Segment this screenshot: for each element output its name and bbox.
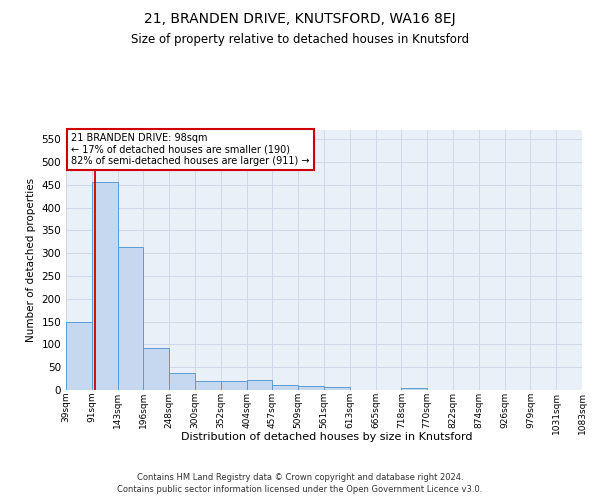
Bar [92, 182, 118, 390]
Bar [401, 388, 427, 390]
Y-axis label: Number of detached properties: Number of detached properties [26, 178, 36, 342]
Text: Size of property relative to detached houses in Knutsford: Size of property relative to detached ho… [131, 32, 469, 46]
Bar [66, 322, 92, 390]
Text: Distribution of detached houses by size in Knutsford: Distribution of detached houses by size … [181, 432, 473, 442]
Text: Contains public sector information licensed under the Open Government Licence v3: Contains public sector information licen… [118, 485, 482, 494]
Bar [169, 372, 195, 390]
Bar [118, 247, 143, 390]
Bar [272, 384, 298, 390]
Bar [143, 348, 169, 390]
Bar [324, 388, 350, 390]
Bar [221, 381, 247, 390]
Text: 21 BRANDEN DRIVE: 98sqm
← 17% of detached houses are smaller (190)
82% of semi-d: 21 BRANDEN DRIVE: 98sqm ← 17% of detache… [71, 132, 310, 166]
Bar [298, 386, 324, 390]
Text: Contains HM Land Registry data © Crown copyright and database right 2024.: Contains HM Land Registry data © Crown c… [137, 472, 463, 482]
Text: 21, BRANDEN DRIVE, KNUTSFORD, WA16 8EJ: 21, BRANDEN DRIVE, KNUTSFORD, WA16 8EJ [144, 12, 456, 26]
Bar [247, 380, 272, 390]
Bar [195, 381, 221, 390]
